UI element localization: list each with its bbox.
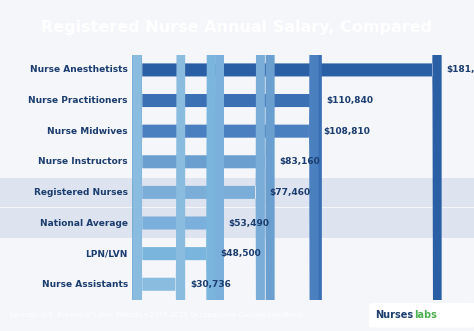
Text: $77,460: $77,460 [270,188,311,197]
Text: Nurse Practitioners: Nurse Practitioners [28,96,128,105]
FancyBboxPatch shape [133,0,265,331]
Text: Registered Nurse Annual Salary, Compared: Registered Nurse Annual Salary, Compared [41,20,433,35]
Text: $110,840: $110,840 [327,96,374,105]
Text: labs: labs [414,310,437,320]
Text: $181,040: $181,040 [447,66,474,74]
Text: Sources: U.S. Bureau of Labor Statistics 2019-2020 Occupational Outlook Handbook: Sources: U.S. Bureau of Labor Statistics… [9,312,304,318]
Text: LPN/LVN: LPN/LVN [86,249,128,258]
FancyBboxPatch shape [0,178,474,207]
Text: Nurse Instructors: Nurse Instructors [38,157,128,166]
Text: $30,736: $30,736 [190,280,231,289]
Text: Nurses: Nurses [375,310,413,320]
FancyBboxPatch shape [133,0,442,331]
Text: Nurse Midwives: Nurse Midwives [47,127,128,136]
Text: Registered Nurses: Registered Nurses [34,188,128,197]
Text: $83,160: $83,160 [279,157,320,166]
Text: $53,490: $53,490 [229,218,270,227]
FancyBboxPatch shape [133,0,224,331]
FancyBboxPatch shape [0,208,474,238]
FancyBboxPatch shape [133,0,319,331]
Text: Nurse Assistants: Nurse Assistants [42,280,128,289]
Text: $48,500: $48,500 [220,249,261,258]
Text: National Average: National Average [40,218,128,227]
FancyBboxPatch shape [133,0,274,331]
Text: Nurse Anesthetists: Nurse Anesthetists [30,66,128,74]
FancyBboxPatch shape [370,304,474,327]
FancyBboxPatch shape [133,0,185,331]
FancyBboxPatch shape [133,0,322,331]
Text: $108,810: $108,810 [323,127,370,136]
FancyBboxPatch shape [133,0,216,331]
